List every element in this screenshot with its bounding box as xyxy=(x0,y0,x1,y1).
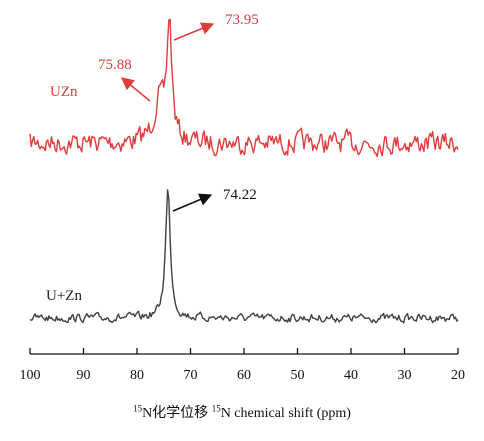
x-axis-label-sup-2: 15 xyxy=(211,403,221,414)
x-tick-label: 50 xyxy=(291,368,305,383)
peak-73-95-label: 73.95 xyxy=(225,12,259,28)
x-tick-label: 100 xyxy=(20,368,41,383)
x-axis-label-sup-1: 15 xyxy=(133,403,143,414)
spectrum-line-u-plus-zn xyxy=(29,189,459,324)
peak-74-22-label: 74.22 xyxy=(223,187,257,203)
series-label-u-plus-zn: U+Zn xyxy=(46,288,82,304)
series-label-uzn: UZn xyxy=(50,84,78,100)
x-axis: 100 90 80 70 60 50 40 30 20 xyxy=(20,348,465,383)
x-axis-label-text-2: N chemical shift (ppm) xyxy=(220,406,351,421)
x-tick-label: 60 xyxy=(237,368,251,383)
x-tick-label: 20 xyxy=(451,368,465,383)
x-tick-label: 80 xyxy=(130,368,144,383)
spectra-layer xyxy=(29,18,459,324)
x-tick-label: 40 xyxy=(344,368,358,383)
annotations-layer: 73.95 75.88 74.22 xyxy=(98,12,259,212)
peak-75-88-label: 75.88 xyxy=(98,57,132,73)
x-tick-label: 30 xyxy=(398,368,412,383)
x-axis-label-text-1: N化学位移 xyxy=(142,406,209,421)
peak-75-88-arrow xyxy=(121,77,151,102)
peak-73-95-arrow xyxy=(173,22,215,41)
x-tick-label: 90 xyxy=(77,368,91,383)
peak-74-22-arrow xyxy=(172,193,213,212)
spectrum-line-uzn xyxy=(29,18,459,158)
x-axis-label: 15N化学位移 15N chemical shift (ppm) xyxy=(0,402,484,422)
x-tick-label: 70 xyxy=(184,368,198,383)
